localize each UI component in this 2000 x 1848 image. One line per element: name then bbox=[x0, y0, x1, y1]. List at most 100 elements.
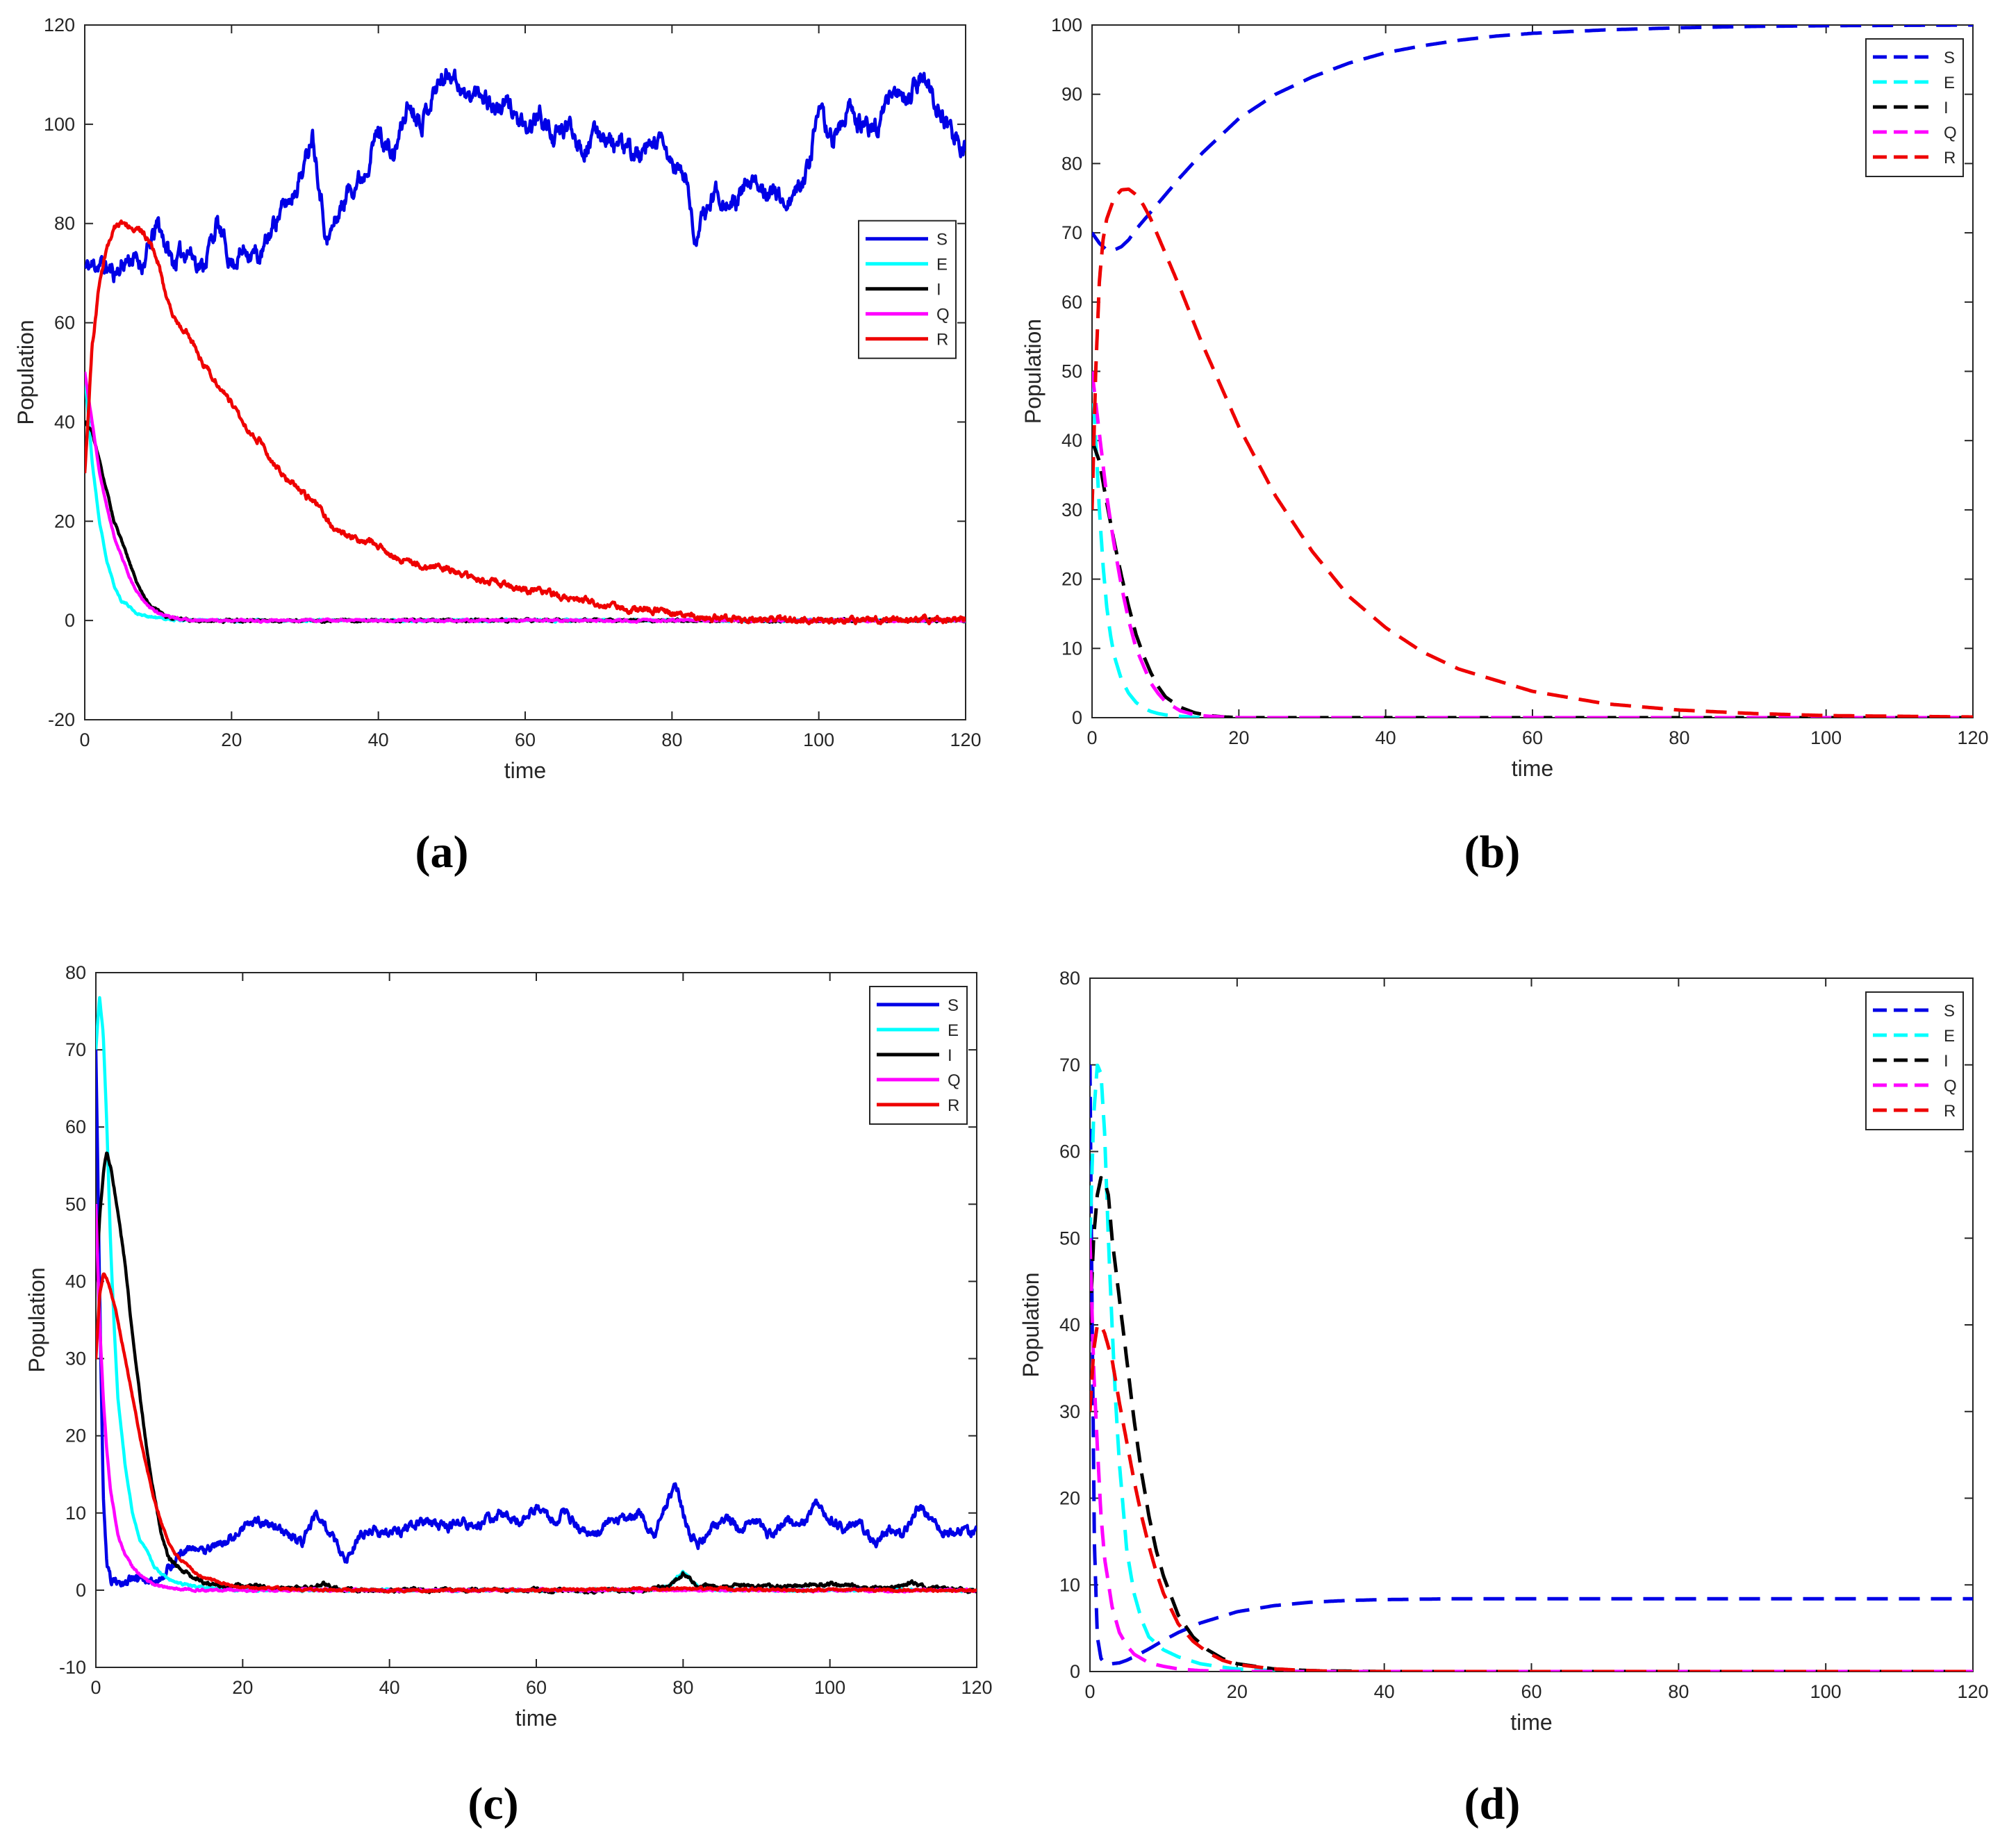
x-tick-label: 20 bbox=[1227, 1681, 1248, 1702]
legend-label: S bbox=[936, 231, 948, 249]
y-tick-label: 20 bbox=[1059, 1488, 1080, 1509]
y-tick-label: 80 bbox=[1061, 153, 1082, 174]
y-tick-label: 100 bbox=[1051, 15, 1082, 35]
y-tick-label: 60 bbox=[54, 313, 75, 333]
y-tick-label: 20 bbox=[1061, 569, 1082, 590]
y-tick-label: 30 bbox=[1059, 1401, 1080, 1422]
y-tick-label: 70 bbox=[65, 1039, 86, 1060]
y-tick-label: 50 bbox=[1059, 1228, 1080, 1248]
plot-area bbox=[1089, 977, 1974, 1672]
y-tick-label: 10 bbox=[1059, 1574, 1080, 1595]
panel-caption: (a) bbox=[415, 827, 469, 877]
series-line-S bbox=[85, 67, 966, 283]
x-tick-label: 120 bbox=[1957, 727, 1988, 748]
x-tick-label: 120 bbox=[961, 1677, 992, 1698]
series-line-Q bbox=[1090, 1237, 1973, 1672]
x-tick-label: 80 bbox=[661, 729, 682, 750]
x-tick-label: 0 bbox=[79, 729, 90, 750]
x-tick-label: 20 bbox=[1228, 727, 1249, 748]
series-line-R bbox=[1092, 187, 1973, 718]
y-tick-label: 30 bbox=[65, 1348, 86, 1369]
y-tick-label: 20 bbox=[54, 511, 75, 531]
legend-label: I bbox=[936, 281, 941, 299]
x-tick-label: 80 bbox=[1669, 727, 1689, 748]
x-axis-label: time bbox=[1512, 756, 1553, 781]
y-tick-label: 80 bbox=[1059, 968, 1080, 989]
y-tick-label: 60 bbox=[1059, 1141, 1080, 1162]
legend-label: R bbox=[1944, 149, 1956, 167]
series-line-S bbox=[1090, 1064, 1973, 1666]
y-tick-label: 10 bbox=[1061, 638, 1082, 659]
y-tick-label: 0 bbox=[1072, 707, 1082, 728]
panel-caption: (b) bbox=[1464, 827, 1521, 877]
legend-label: R bbox=[1944, 1102, 1956, 1121]
y-tick-label: 40 bbox=[54, 411, 75, 432]
series-line-Q bbox=[1092, 370, 1973, 718]
x-tick-label: 60 bbox=[1521, 1681, 1542, 1702]
x-tick-label: 100 bbox=[1810, 727, 1842, 748]
x-tick-label: 120 bbox=[950, 729, 981, 750]
series-line-S bbox=[1092, 25, 1973, 252]
plot-area bbox=[84, 24, 966, 720]
x-tick-label: 20 bbox=[232, 1677, 253, 1698]
legend-label: Q bbox=[1944, 1077, 1957, 1096]
legend-label: Q bbox=[1944, 124, 1957, 142]
legend-label: E bbox=[948, 1021, 959, 1040]
y-tick-label: 60 bbox=[1061, 292, 1082, 313]
x-tick-label: 0 bbox=[90, 1677, 101, 1698]
y-tick-label: 90 bbox=[1061, 84, 1082, 105]
y-tick-label: 0 bbox=[65, 610, 75, 631]
x-tick-label: 60 bbox=[526, 1677, 547, 1698]
chart-panel: 0 20 40 60 80 100 120-20020406080100120timePop… bbox=[13, 15, 982, 877]
y-axis-label: Population bbox=[1018, 1272, 1043, 1377]
x-tick-label: 0 bbox=[1086, 727, 1097, 748]
legend-label: S bbox=[948, 996, 959, 1015]
x-tick-label: 100 bbox=[803, 729, 834, 750]
legend-label: I bbox=[1944, 1052, 1949, 1071]
y-tick-label: 100 bbox=[44, 114, 75, 135]
y-tick-label: 40 bbox=[65, 1271, 86, 1292]
y-tick-label: 80 bbox=[54, 213, 75, 234]
y-tick-label: -20 bbox=[48, 709, 75, 730]
x-tick-label: 40 bbox=[368, 729, 389, 750]
series-line-R bbox=[85, 219, 966, 626]
legend-label: I bbox=[948, 1046, 952, 1065]
legend-label: S bbox=[1944, 1002, 1955, 1021]
chart-panel: 0 20 40 60 80 100 120-1001020304050607080timeP… bbox=[24, 962, 993, 1829]
y-tick-label: 80 bbox=[65, 962, 86, 983]
y-tick-label: 70 bbox=[1061, 222, 1082, 243]
x-tick-label: 40 bbox=[1374, 1681, 1395, 1702]
x-tick-label: 100 bbox=[1810, 1681, 1842, 1702]
plot-area bbox=[95, 972, 977, 1668]
legend-label: E bbox=[936, 256, 948, 274]
y-tick-label: 20 bbox=[65, 1426, 86, 1446]
legend-label: Q bbox=[936, 306, 950, 324]
x-tick-label: 80 bbox=[1668, 1681, 1689, 1702]
legend-label: Q bbox=[948, 1071, 961, 1090]
legend-label: E bbox=[1944, 74, 1955, 92]
panel-caption: (d) bbox=[1464, 1779, 1521, 1829]
chart-panel: 0 20 40 60 80 100 120 0 10 20 30 40 50 60 70 80 time Popu… bbox=[1018, 968, 1989, 1829]
y-axis-label: Population bbox=[13, 320, 38, 424]
legend-label: R bbox=[936, 331, 948, 349]
legend-label: R bbox=[948, 1096, 959, 1115]
y-axis-label: Population bbox=[1020, 319, 1046, 424]
y-axis-label: Population bbox=[24, 1267, 49, 1372]
y-tick-label: 70 bbox=[1059, 1055, 1080, 1075]
x-axis-label: time bbox=[515, 1706, 557, 1731]
x-tick-label: 20 bbox=[221, 729, 242, 750]
x-tick-label: 60 bbox=[515, 729, 536, 750]
series-line-S bbox=[96, 1049, 977, 1588]
panel-caption: (c) bbox=[468, 1779, 518, 1829]
y-tick-label: 0 bbox=[76, 1580, 86, 1601]
y-tick-label: 30 bbox=[1061, 500, 1082, 520]
x-tick-label: 80 bbox=[672, 1677, 693, 1698]
x-tick-label: 40 bbox=[1375, 727, 1396, 748]
x-tick-label: 120 bbox=[1957, 1681, 1988, 1702]
x-tick-label: 0 bbox=[1084, 1681, 1095, 1702]
y-tick-label: 0 bbox=[1070, 1661, 1080, 1682]
legend-label: E bbox=[1944, 1027, 1955, 1046]
x-tick-label: 60 bbox=[1522, 727, 1543, 748]
y-tick-label: 120 bbox=[44, 15, 75, 35]
